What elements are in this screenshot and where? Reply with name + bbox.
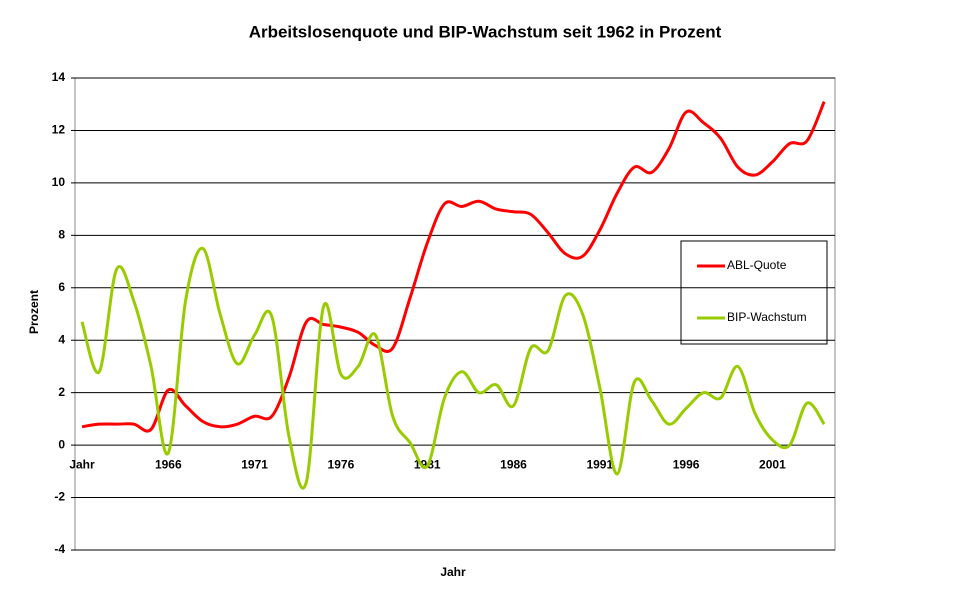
legend-label: ABL-Quote [727,258,787,272]
legend-label: BIP-Wachstum [727,310,807,324]
chart-title: Arbeitslosenquote und BIP-Wachstum seit … [249,22,722,41]
series-line [80,246,826,490]
y-tick-label: 4 [58,332,65,346]
x-tick-label: 2001 [759,457,786,471]
y-axis-label: Prozent [27,290,41,334]
legend [680,240,828,345]
y-tick-label: 12 [52,123,66,137]
x-tick-label: 1991 [586,457,613,471]
y-tick-label: 6 [58,280,65,294]
x-tick-label: 1976 [328,457,355,471]
x-tick-label: 1966 [155,457,182,471]
y-tick-label: -4 [54,542,65,556]
x-tick-label: 1986 [500,457,527,471]
x-axis-label: Jahr [440,565,466,579]
y-tick-label: 10 [52,175,66,189]
x-tick-label: 1996 [673,457,700,471]
y-tick-label: 8 [58,228,65,242]
y-tick-label: 2 [58,385,65,399]
y-tick-label: 0 [58,437,65,451]
y-tick-label: 14 [52,70,66,84]
x-tick-label: 1971 [241,457,268,471]
series-line [81,100,826,433]
y-tick-label: -2 [54,490,65,504]
x-tick-label: Jahr [69,457,95,471]
